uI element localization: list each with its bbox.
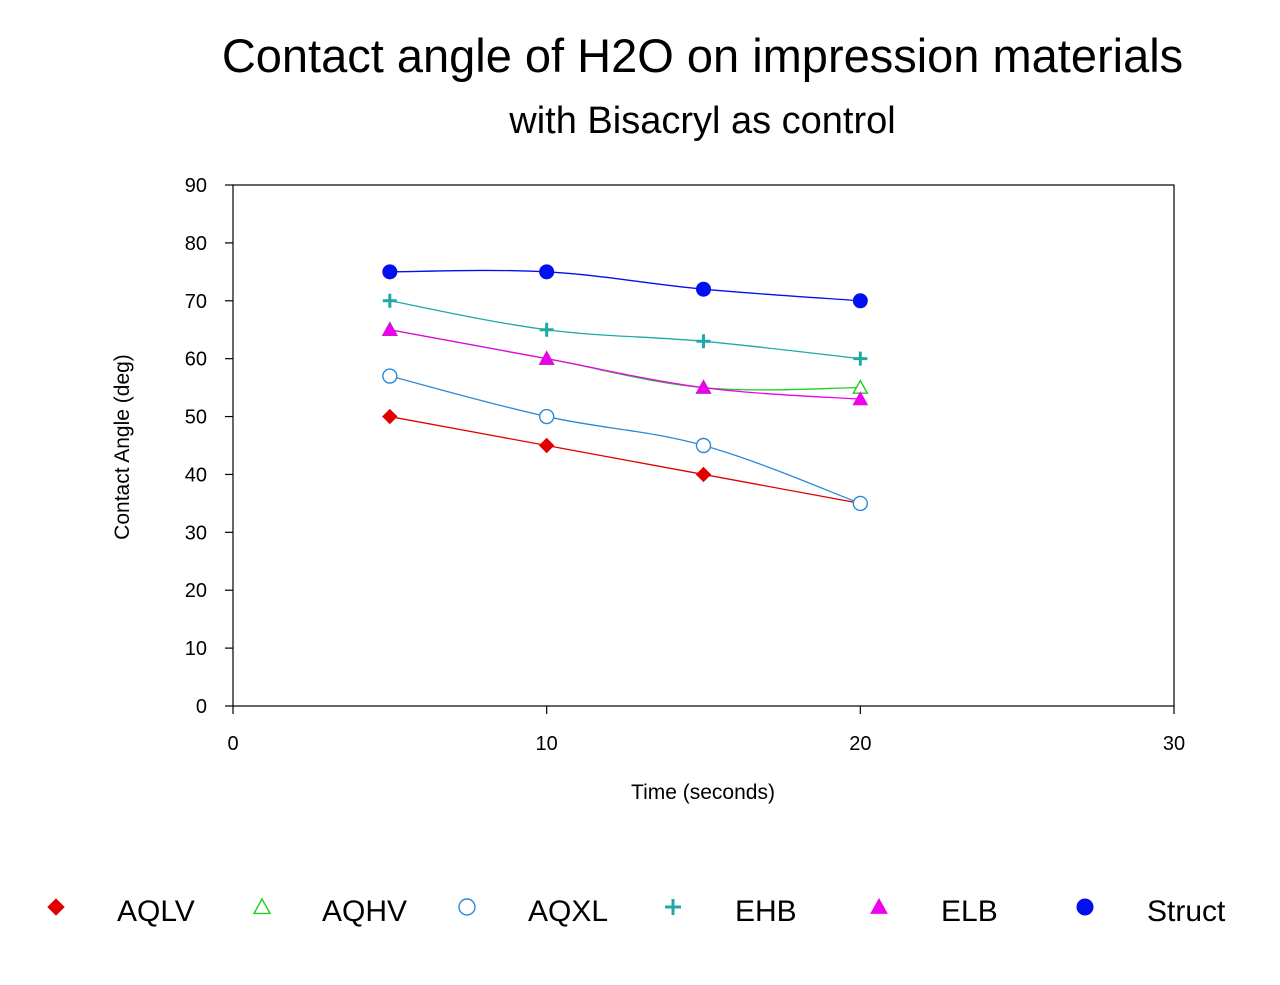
y-axis: 0 10 20 30 40 50 60 70 80 90 [185, 175, 233, 718]
series-line [389, 269, 861, 302]
legend-marker [1076, 898, 1094, 916]
y-tick-label: 60 [185, 349, 207, 371]
data-point [852, 293, 868, 309]
x-axis: 0 10 20 30 [227, 706, 1185, 755]
x-tick-label: 30 [1163, 733, 1185, 755]
series-line [389, 415, 861, 505]
data-point [539, 264, 555, 280]
legend-item: AQLV [47, 895, 195, 928]
legend-item: EHB [665, 895, 797, 928]
legend-label: Struct [1147, 895, 1226, 928]
legend-label: AQXL [528, 895, 608, 928]
y-tick-label: 10 [185, 638, 207, 660]
data-point [695, 379, 712, 394]
y-tick-label: 80 [185, 233, 207, 255]
y-tick-label: 0 [196, 696, 207, 718]
legend-item: AQHV [252, 895, 407, 928]
x-axis-label: Time (seconds) [631, 781, 775, 804]
legend-item: ELB [870, 895, 998, 928]
series-aqxl [382, 368, 869, 512]
legend-label: AQLV [117, 895, 195, 928]
data-point [382, 408, 398, 425]
data-point [853, 351, 868, 366]
y-tick-label: 20 [185, 580, 207, 602]
data-point [538, 350, 555, 365]
series-line [389, 329, 861, 400]
series-elb [381, 321, 869, 406]
data-point [695, 466, 712, 483]
legend-item: AQXL [458, 895, 608, 928]
legend-label: AQHV [322, 895, 407, 928]
data-point [538, 408, 555, 425]
data-point [696, 334, 711, 349]
data-point [538, 437, 555, 454]
y-tick-label: 40 [185, 464, 207, 486]
legend-marker [47, 898, 65, 916]
chart-title: Contact angle of H2O on impression mater… [221, 29, 1184, 82]
legend-marker [252, 897, 272, 915]
legend-item: Struct [1076, 895, 1226, 928]
legend-label: EHB [735, 895, 797, 928]
data-point [539, 322, 554, 337]
data-point [852, 391, 869, 406]
legend-label: ELB [941, 895, 998, 928]
legend-marker [870, 897, 888, 914]
data-point [382, 264, 398, 280]
data-point [382, 368, 398, 384]
legend-marker [665, 899, 681, 915]
legend: AQLV AQHV AQXL EHB ELB Struct [47, 895, 1226, 928]
series-ehb [382, 293, 868, 366]
series-layer [381, 264, 869, 512]
series-line [389, 375, 861, 504]
legend-marker [458, 898, 476, 916]
data-point [695, 437, 712, 454]
x-tick-label: 20 [849, 733, 871, 755]
y-tick-label: 70 [185, 291, 207, 313]
y-tick-label: 30 [185, 522, 207, 544]
y-axis-label: Contact Angle (deg) [111, 354, 134, 540]
data-point [381, 321, 398, 336]
series-struct [382, 264, 868, 309]
chart-subtitle: with Bisacryl as control [509, 100, 896, 142]
y-tick-label: 50 [185, 407, 207, 429]
y-tick-label: 90 [185, 175, 207, 197]
data-point [852, 495, 869, 512]
series-line [389, 300, 861, 360]
x-tick-label: 0 [227, 733, 238, 755]
x-tick-label: 10 [536, 733, 558, 755]
data-point [382, 293, 397, 308]
data-point [696, 281, 711, 297]
